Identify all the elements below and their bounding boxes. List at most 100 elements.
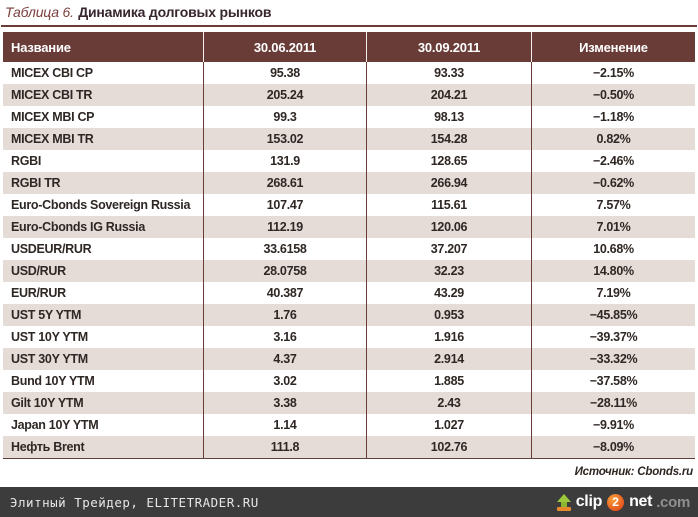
cell-value-date2: 1.027 xyxy=(366,414,531,436)
cell-instrument-name: MICEX MBI CP xyxy=(11,110,95,124)
title-divider xyxy=(1,25,697,27)
column-header-date1: 30.06.2011 xyxy=(203,32,366,62)
cell-value-date1: 205.24 xyxy=(203,84,366,106)
cell-instrument-name: Euro-Cbonds Sovereign Russia xyxy=(11,198,191,212)
cell-value-date1: 33.6158 xyxy=(203,238,366,260)
cell-value-date2: 115.61 xyxy=(366,194,531,216)
footer-bar: Элитный Трейдер, ELITETRADER.RU clip 2 n… xyxy=(0,487,698,517)
cell-instrument-name: RGBI TR xyxy=(11,176,61,190)
table-row: Euro-Cbonds IG Russia 112.19 120.06 7.01… xyxy=(3,216,695,238)
table-row: Gilt 10Y YTM 3.38 2.43 −28.11% xyxy=(3,392,695,414)
table-row: EUR/RUR 40.387 43.29 7.19% xyxy=(3,282,695,304)
cell-value-date1: 112.19 xyxy=(203,216,366,238)
cell-instrument-name: Нефть Brent xyxy=(11,440,85,454)
cell-value-date1: 3.38 xyxy=(203,392,366,414)
table-row: USDEUR/RUR 33.6158 37.207 10.68% xyxy=(3,238,695,260)
cell-value-date2: 154.28 xyxy=(366,128,531,150)
cell-value-date2: 204.21 xyxy=(366,84,531,106)
cell-change-percent: −2.46% xyxy=(531,150,695,172)
cell-instrument-name: MICEX MBI TR xyxy=(11,132,94,146)
table-row: RGBI 131.9 128.65 −2.46% xyxy=(3,150,695,172)
cell-change-percent: 7.19% xyxy=(531,282,695,304)
clip2net-logo: clip 2 net .com xyxy=(556,493,690,511)
cell-instrument-name: Euro-Cbonds IG Russia xyxy=(11,220,145,234)
cell-value-date1: 107.47 xyxy=(203,194,366,216)
column-header-name: Название xyxy=(11,39,71,55)
cell-value-date2: 102.76 xyxy=(366,436,531,458)
logo-text-net: net xyxy=(629,493,653,510)
site-watermark: Элитный Трейдер, ELITETRADER.RU xyxy=(10,494,259,510)
cell-instrument-name: MICEX CBI CP xyxy=(11,66,93,80)
cell-value-date1: 3.02 xyxy=(203,370,366,392)
cell-change-percent: −33.32% xyxy=(531,348,695,370)
cell-value-date2: 2.43 xyxy=(366,392,531,414)
cell-change-percent: −8.09% xyxy=(531,436,695,458)
cell-change-percent: −1.18% xyxy=(531,106,695,128)
cell-value-date1: 131.9 xyxy=(203,150,366,172)
cell-value-date2: 37.207 xyxy=(366,238,531,260)
cell-value-date1: 28.0758 xyxy=(203,260,366,282)
table-row: Нефть Brent 111.8 102.76 −8.09% xyxy=(3,436,695,458)
cell-value-date2: 2.914 xyxy=(366,348,531,370)
cell-instrument-name: EUR/RUR xyxy=(11,286,66,300)
table-row: UST 5Y YTM 1.76 0.953 −45.85% xyxy=(3,304,695,326)
cell-change-percent: −37.58% xyxy=(531,370,695,392)
cell-value-date2: 93.33 xyxy=(366,62,531,84)
cell-change-percent: −39.37% xyxy=(531,326,695,348)
cell-value-date2: 0.953 xyxy=(366,304,531,326)
cell-change-percent: 7.57% xyxy=(531,194,695,216)
cell-instrument-name: RGBI xyxy=(11,154,42,168)
column-header-change: Изменение xyxy=(531,32,695,62)
table-body: MICEX CBI CP 95.38 93.33 −2.15% MICEX CB… xyxy=(3,62,695,458)
cell-value-date1: 268.61 xyxy=(203,172,366,194)
table-header-row: Название 30.06.2011 30.09.2011 Изменение xyxy=(3,32,695,62)
cell-change-percent: −2.15% xyxy=(531,62,695,84)
cell-value-date1: 99.3 xyxy=(203,106,366,128)
cell-value-date1: 3.16 xyxy=(203,326,366,348)
table-title-text: Динамика долговых рынков xyxy=(78,4,272,20)
cell-instrument-name: USD/RUR xyxy=(11,264,66,278)
cell-instrument-name: USDEUR/RUR xyxy=(11,242,92,256)
cell-value-date1: 95.38 xyxy=(203,62,366,84)
cell-change-percent: −0.62% xyxy=(531,172,695,194)
cell-change-percent: −0.50% xyxy=(531,84,695,106)
table-row: Euro-Cbonds Sovereign Russia 107.47 115.… xyxy=(3,194,695,216)
cell-value-date2: 120.06 xyxy=(366,216,531,238)
cell-value-date2: 266.94 xyxy=(366,172,531,194)
cell-value-date2: 1.885 xyxy=(366,370,531,392)
table-row: MICEX MBI CP 99.3 98.13 −1.18% xyxy=(3,106,695,128)
cell-value-date2: 1.916 xyxy=(366,326,531,348)
table-row: Japan 10Y YTM 1.14 1.027 −9.91% xyxy=(3,414,695,436)
debt-markets-table: Название 30.06.2011 30.09.2011 Изменение… xyxy=(3,32,695,459)
cell-value-date1: 4.37 xyxy=(203,348,366,370)
table-row: RGBI TR 268.61 266.94 −0.62% xyxy=(3,172,695,194)
table-row: UST 10Y YTM 3.16 1.916 −39.37% xyxy=(3,326,695,348)
cell-value-date1: 153.02 xyxy=(203,128,366,150)
cell-instrument-name: Gilt 10Y YTM xyxy=(11,396,84,410)
table-row: MICEX MBI TR 153.02 154.28 0.82% xyxy=(3,128,695,150)
table-row: UST 30Y YTM 4.37 2.914 −33.32% xyxy=(3,348,695,370)
cell-change-percent: 0.82% xyxy=(531,128,695,150)
cell-instrument-name: UST 30Y YTM xyxy=(11,352,88,366)
cell-value-date2: 32.23 xyxy=(366,260,531,282)
logo-text-clip: clip xyxy=(575,493,603,510)
cell-value-date2: 128.65 xyxy=(366,150,531,172)
cell-change-percent: 10.68% xyxy=(531,238,695,260)
table-row: MICEX CBI CP 95.38 93.33 −2.15% xyxy=(3,62,695,84)
table-title: Таблица 6. Динамика долговых рынков xyxy=(0,0,698,24)
cell-instrument-name: MICEX CBI TR xyxy=(11,88,93,102)
logo-text-com: .com xyxy=(656,493,690,511)
cell-value-date2: 43.29 xyxy=(366,282,531,304)
cell-instrument-name: Bund 10Y YTM xyxy=(11,374,95,388)
cell-value-date2: 98.13 xyxy=(366,106,531,128)
column-header-date2: 30.09.2011 xyxy=(366,32,531,62)
table-row: Bund 10Y YTM 3.02 1.885 −37.58% xyxy=(3,370,695,392)
upload-arrow-icon xyxy=(556,493,572,511)
cell-change-percent: 7.01% xyxy=(531,216,695,238)
cell-instrument-name: Japan 10Y YTM xyxy=(11,418,99,432)
cell-instrument-name: UST 5Y YTM xyxy=(11,308,82,322)
cell-instrument-name: UST 10Y YTM xyxy=(11,330,88,344)
cell-value-date1: 40.387 xyxy=(203,282,366,304)
table-number-label: Таблица 6. xyxy=(5,4,74,20)
